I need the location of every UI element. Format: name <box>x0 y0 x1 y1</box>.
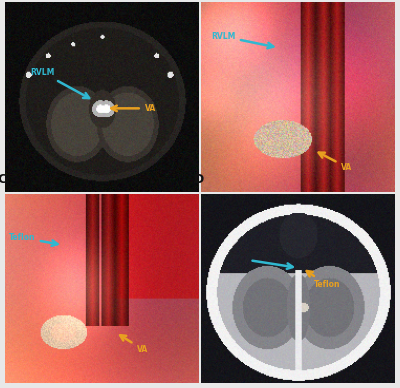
Text: Teflon: Teflon <box>9 233 58 246</box>
Text: VA: VA <box>319 152 352 171</box>
Text: RVLM: RVLM <box>211 32 273 48</box>
Text: D: D <box>194 173 204 186</box>
Text: VA: VA <box>111 104 156 113</box>
Text: Teflon: Teflon <box>307 271 340 289</box>
Text: C: C <box>0 173 6 186</box>
Text: VA: VA <box>120 335 148 354</box>
Text: RVLM: RVLM <box>30 68 89 98</box>
